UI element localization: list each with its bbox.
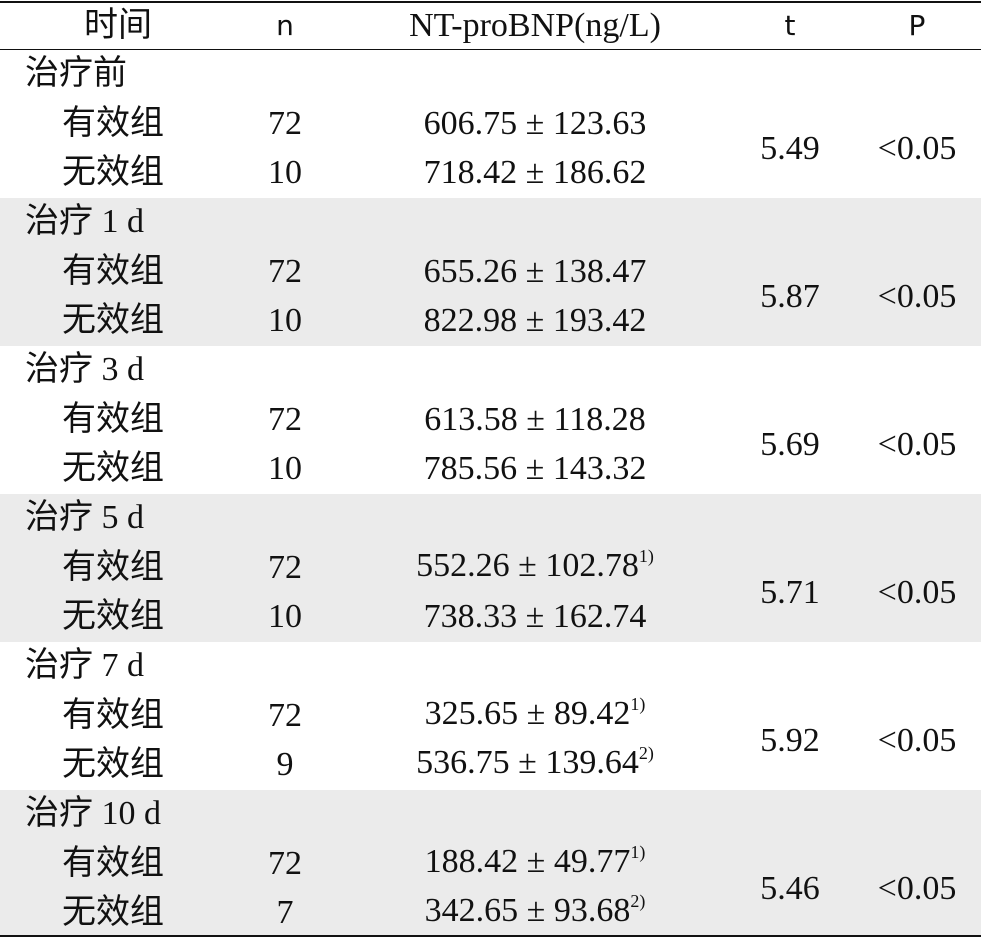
nt-value: 342.65 ± 93.682) [425, 891, 646, 935]
nt-value: 613.58 ± 118.28 [424, 400, 645, 440]
value-text: 342.65 ± 93.68 [424, 892, 631, 929]
t-value: 5.87 [760, 278, 820, 315]
group-name: 有效组 [62, 697, 164, 734]
value-text: 536.75 ± 139.64 [416, 744, 639, 781]
n-value: 10 [268, 598, 302, 635]
group-name: 有效组 [62, 253, 164, 290]
n-value: 72 [268, 549, 302, 586]
value-text: 785.56 ± 143.32 [423, 450, 647, 487]
footnote-mark: 1) [638, 546, 654, 566]
footnote-mark: 1) [630, 842, 646, 862]
time-label: 治疗 7 d [25, 647, 144, 684]
p-value: <0.05 [877, 870, 957, 907]
header-cell: n [276, 9, 294, 42]
group-name: 无效组 [62, 154, 164, 191]
t-value: 5.69 [760, 426, 820, 463]
n-value: 7 [276, 894, 294, 931]
header-rule [0, 49, 981, 50]
value-text: 325.65 ± 89.42 [424, 695, 631, 732]
time-label: 治疗 10 d [25, 795, 161, 832]
nt-value: 738.33 ± 162.74 [424, 597, 647, 637]
group-name: 有效组 [62, 401, 164, 438]
value-text: 822.98 ± 193.42 [423, 302, 647, 339]
p-value: <0.05 [877, 722, 957, 759]
footnote-mark: 1) [630, 694, 646, 714]
nt-value: 552.26 ± 102.781) [416, 546, 654, 590]
group-name: 有效组 [62, 549, 164, 586]
value-text: 655.26 ± 138.47 [423, 253, 647, 290]
bottom-rule [0, 935, 981, 937]
value-text: 552.26 ± 102.78 [416, 547, 639, 584]
header-cell: 时间 [84, 7, 152, 44]
t-value: 5.71 [760, 574, 820, 611]
t-value: 5.92 [760, 722, 820, 759]
top-rule [0, 1, 981, 3]
value-text: 606.75 ± 123.63 [423, 105, 647, 142]
group-name: 无效组 [62, 302, 164, 339]
footnote-mark: 2) [630, 891, 646, 911]
value-text: 613.58 ± 118.28 [424, 401, 646, 438]
nt-value: 655.26 ± 138.47 [424, 252, 647, 292]
nt-value: 785.56 ± 143.32 [424, 449, 647, 489]
n-value: 10 [268, 154, 302, 191]
n-value: 72 [268, 253, 302, 290]
nt-value: 718.42 ± 186.62 [424, 153, 647, 193]
nt-value: 822.98 ± 193.42 [424, 301, 647, 341]
time-label: 治疗前 [25, 55, 127, 92]
row-band [0, 790, 981, 937]
p-value: <0.05 [877, 574, 957, 611]
row-band [0, 198, 981, 346]
p-value: <0.05 [877, 130, 957, 167]
value-text: 188.42 ± 49.77 [424, 843, 631, 880]
t-value: 5.46 [760, 870, 820, 907]
p-value: <0.05 [877, 426, 957, 463]
group-name: 无效组 [62, 746, 164, 783]
header-cell: t [784, 9, 796, 42]
t-value: 5.49 [760, 130, 820, 167]
time-label: 治疗 1 d [25, 203, 144, 240]
row-band [0, 494, 981, 642]
value-text: 718.42 ± 186.62 [423, 154, 647, 191]
nt-value: 188.42 ± 49.771) [425, 842, 646, 886]
header-cell: NT-proBNP(ng/L) [409, 7, 661, 44]
n-value: 72 [268, 401, 302, 438]
nt-value: 536.75 ± 139.642) [416, 743, 654, 787]
n-value: 10 [268, 302, 302, 339]
group-name: 有效组 [62, 845, 164, 882]
group-name: 无效组 [62, 450, 164, 487]
header-cell: P [908, 9, 926, 42]
group-name: 无效组 [62, 894, 164, 931]
n-value: 72 [268, 845, 302, 882]
group-name: 无效组 [62, 598, 164, 635]
nt-value: 606.75 ± 123.63 [424, 104, 647, 144]
n-value: 9 [276, 746, 294, 783]
time-label: 治疗 5 d [25, 499, 144, 536]
n-value: 72 [268, 697, 302, 734]
value-text: 738.33 ± 162.74 [423, 598, 647, 635]
p-value: <0.05 [877, 278, 957, 315]
nt-value: 325.65 ± 89.421) [425, 694, 646, 738]
n-value: 72 [268, 105, 302, 142]
n-value: 10 [268, 450, 302, 487]
time-label: 治疗 3 d [25, 351, 144, 388]
group-name: 有效组 [62, 105, 164, 142]
footnote-mark: 2) [638, 743, 654, 763]
